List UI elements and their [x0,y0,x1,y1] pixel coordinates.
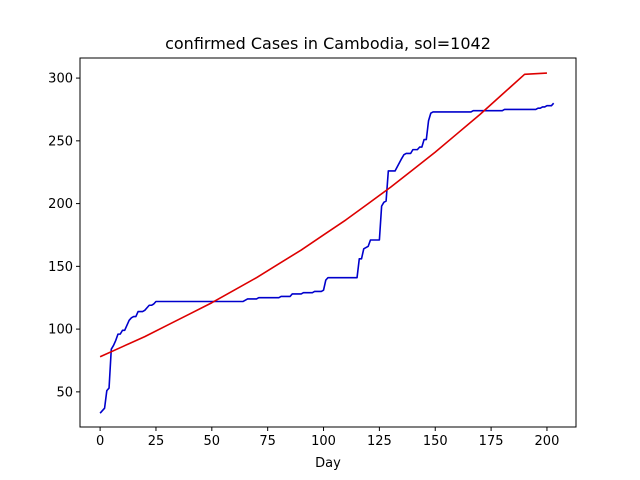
x-axis-ticks: 0 25 50 75 100 125 150 175 200 [96,427,559,449]
y-tick-label: 150 [48,260,73,275]
y-axis-ticks: 50 100 150 200 250 300 [48,72,80,400]
x-tick-label: 100 [311,434,336,449]
x-tick-label: 200 [535,434,560,449]
series-layer [99,72,555,414]
chart-title: confirmed Cases in Cambodia, sol=1042 [165,34,491,53]
x-tick-label: 25 [148,434,165,449]
x-tick-label: 0 [96,434,104,449]
x-axis-label: Day [315,456,341,471]
series-line-1 [99,72,547,358]
y-tick-label: 200 [48,197,73,212]
plot-frame [79,57,577,428]
y-tick-label: 100 [48,323,73,338]
y-tick-label: 50 [56,385,73,400]
x-tick-label: 150 [423,434,448,449]
series-line-0 [99,102,555,414]
x-tick-label: 75 [259,434,276,449]
y-tick-label: 300 [48,72,73,87]
x-tick-label: 175 [479,434,504,449]
y-tick-label: 250 [48,134,73,149]
plot-background [80,58,576,427]
x-tick-label: 50 [204,434,221,449]
x-tick-label: 125 [367,434,392,449]
